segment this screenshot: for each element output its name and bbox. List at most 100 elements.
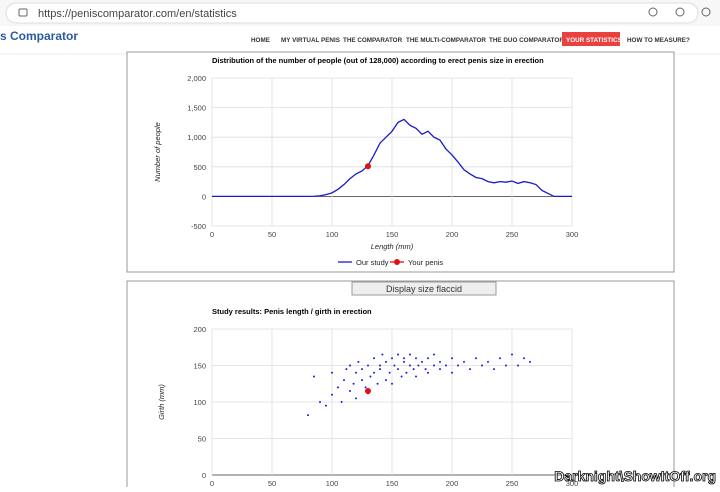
point: [499, 357, 501, 360]
nav: HOME MY VIRTUAL PENIS THE COMPARATOR THE MU…: [251, 32, 690, 46]
point: [325, 404, 327, 407]
nav-item[interactable]: MY VIRTUAL PENIS: [281, 37, 340, 44]
point: [469, 368, 471, 371]
point: [457, 364, 459, 367]
chart-title: Distribution of the number of people (ou…: [212, 56, 544, 65]
point: [393, 364, 396, 367]
x-tick-label: 250: [506, 479, 519, 487]
charts: Distribution of the number of people (ou…: [153, 56, 579, 488]
x-axis-label: Length (mm): [371, 242, 414, 251]
x-tick-label: 200: [446, 230, 459, 239]
x-tick-label: 250: [506, 230, 519, 239]
brand[interactable]: s Comparator: [0, 29, 78, 43]
point: [385, 379, 387, 382]
point: [405, 371, 408, 374]
legend-swatch: [394, 259, 400, 265]
point: [463, 360, 465, 363]
point: [349, 390, 351, 393]
y-tick-label: 0: [202, 192, 206, 201]
point: [424, 368, 427, 371]
zoom-icon[interactable]: [648, 7, 658, 17]
url[interactable]: https://peniscomparator.com/en/statistic…: [38, 8, 237, 20]
nav-item[interactable]: THE DUO COMPARATOR: [489, 37, 564, 44]
nav-item[interactable]: HOME: [251, 37, 270, 44]
point: [361, 379, 363, 382]
y-tick-label: 1,000: [187, 133, 206, 142]
x-tick-label: 150: [386, 230, 399, 239]
point: [345, 368, 348, 371]
fav-icon[interactable]: [701, 7, 711, 17]
point: [421, 360, 423, 363]
point: [319, 401, 321, 403]
point: [391, 357, 393, 360]
legend-label: Your penis: [408, 258, 443, 267]
point: [517, 364, 519, 367]
y-tick-label: 500: [193, 163, 206, 172]
point: [529, 360, 531, 363]
point: [381, 353, 384, 356]
nav-item[interactable]: HOW TO MEASURE?: [627, 37, 690, 44]
point: [365, 163, 371, 170]
point: [355, 397, 357, 400]
point: [481, 364, 483, 367]
x-tick-label: 300: [566, 230, 579, 239]
button-label[interactable]: Display size flaccid: [386, 284, 462, 294]
watermark: Darknight\ShowItOff.org: [554, 468, 716, 484]
point: [365, 388, 371, 395]
point: [388, 371, 391, 374]
nav-item[interactable]: THE COMPARATOR: [343, 37, 403, 44]
y-tick-label: 50: [198, 435, 206, 444]
button[interactable]: [351, 281, 497, 296]
point: [415, 357, 417, 360]
point: [385, 360, 387, 363]
point: [369, 375, 372, 378]
x-tick-label: 150: [386, 479, 399, 487]
point: [409, 353, 411, 356]
point: [400, 375, 403, 378]
point: [361, 368, 363, 371]
y-tick-label: 200: [193, 325, 206, 334]
point: [433, 364, 435, 367]
point: [340, 401, 343, 403]
y-tick-label: 2,000: [187, 74, 206, 83]
point: [337, 386, 339, 389]
point: [487, 360, 489, 363]
point: [403, 360, 405, 363]
point: [475, 357, 477, 360]
x-tick-label: 0: [210, 230, 214, 239]
point: [391, 382, 393, 385]
point: [505, 364, 507, 367]
nav-item[interactable]: THE MULTI-COMPARATOR: [406, 37, 486, 44]
point: [427, 357, 429, 360]
y-tick-label: -500: [191, 222, 206, 231]
point: [313, 375, 315, 378]
panel: [126, 280, 675, 492]
point: [397, 368, 399, 371]
point: [439, 368, 441, 371]
point: [433, 353, 435, 356]
y-axis-label: Girth (mm): [157, 384, 166, 420]
address-bar[interactable]: [5, 2, 699, 24]
point: [373, 371, 375, 374]
lock-icon: [18, 8, 28, 17]
x-tick-label: 300: [566, 479, 579, 487]
point: [376, 382, 379, 385]
point: [445, 364, 447, 367]
point: [352, 382, 355, 385]
panel: [126, 51, 675, 273]
x-tick-label: 100: [326, 230, 339, 239]
y-tick-label: 150: [193, 362, 206, 371]
x-tick-label: 200: [446, 479, 459, 487]
read-icon[interactable]: [675, 7, 685, 17]
point: [379, 364, 381, 367]
x-tick-label: 0: [210, 479, 214, 487]
x-tick-label: 100: [326, 479, 339, 487]
nav-item[interactable]: YOUR STATISTICS: [566, 37, 622, 44]
chart-title: Study results: Penis length / girth in e…: [212, 307, 372, 316]
point: [367, 364, 369, 367]
point: [349, 364, 351, 367]
point: [493, 368, 495, 371]
y-tick-label: 0: [202, 471, 206, 480]
